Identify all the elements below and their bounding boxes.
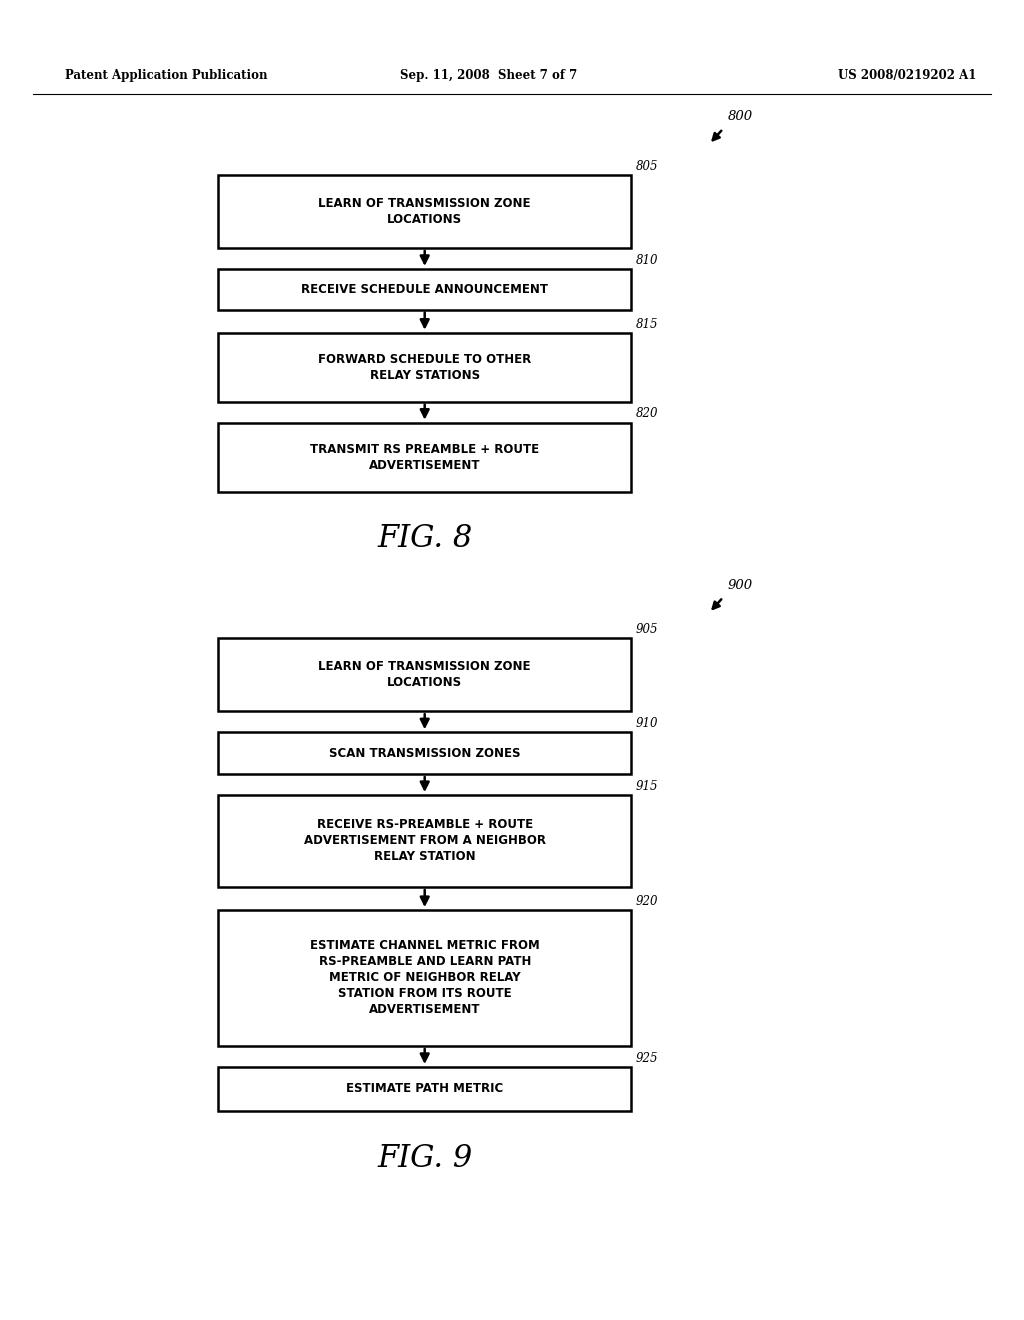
Text: 900: 900	[728, 579, 753, 591]
Text: TRANSMIT RS PREAMBLE + ROUTE
ADVERTISEMENT: TRANSMIT RS PREAMBLE + ROUTE ADVERTISEME…	[310, 442, 540, 471]
Text: 925: 925	[636, 1052, 658, 1065]
Text: 810: 810	[636, 253, 658, 267]
Text: 905: 905	[636, 623, 658, 636]
Bar	[218, 269, 631, 310]
Text: Patent Application Publication: Patent Application Publication	[65, 69, 267, 82]
Bar	[218, 174, 631, 248]
Text: FIG. 9: FIG. 9	[377, 1143, 472, 1175]
Text: US 2008/0219202 A1: US 2008/0219202 A1	[839, 69, 977, 82]
Text: 820: 820	[636, 408, 658, 421]
Text: RECEIVE SCHEDULE ANNOUNCEMENT: RECEIVE SCHEDULE ANNOUNCEMENT	[301, 282, 548, 296]
Bar	[218, 795, 631, 887]
Bar	[218, 422, 631, 491]
Text: ESTIMATE PATH METRIC: ESTIMATE PATH METRIC	[346, 1082, 504, 1096]
Text: 800: 800	[728, 111, 753, 124]
Bar	[218, 333, 631, 401]
Text: ESTIMATE CHANNEL METRIC FROM
RS-PREAMBLE AND LEARN PATH
METRIC OF NEIGHBOR RELAY: ESTIMATE CHANNEL METRIC FROM RS-PREAMBLE…	[310, 940, 540, 1016]
Bar	[218, 1067, 631, 1111]
Text: 915: 915	[636, 780, 658, 793]
Bar	[218, 909, 631, 1045]
Text: FIG. 8: FIG. 8	[377, 523, 472, 554]
Text: 805: 805	[636, 160, 658, 173]
Text: 815: 815	[636, 318, 658, 330]
Bar	[218, 733, 631, 774]
Text: FORWARD SCHEDULE TO OTHER
RELAY STATIONS: FORWARD SCHEDULE TO OTHER RELAY STATIONS	[318, 352, 531, 381]
Text: RECEIVE RS-PREAMBLE + ROUTE
ADVERTISEMENT FROM A NEIGHBOR
RELAY STATION: RECEIVE RS-PREAMBLE + ROUTE ADVERTISEMEN…	[304, 818, 546, 863]
Text: 910: 910	[636, 717, 658, 730]
Text: LEARN OF TRANSMISSION ZONE
LOCATIONS: LEARN OF TRANSMISSION ZONE LOCATIONS	[318, 660, 531, 689]
Text: 920: 920	[636, 895, 658, 908]
Bar	[218, 638, 631, 711]
Text: LEARN OF TRANSMISSION ZONE
LOCATIONS: LEARN OF TRANSMISSION ZONE LOCATIONS	[318, 197, 531, 226]
Text: Sep. 11, 2008  Sheet 7 of 7: Sep. 11, 2008 Sheet 7 of 7	[399, 69, 578, 82]
Text: SCAN TRANSMISSION ZONES: SCAN TRANSMISSION ZONES	[329, 747, 520, 759]
